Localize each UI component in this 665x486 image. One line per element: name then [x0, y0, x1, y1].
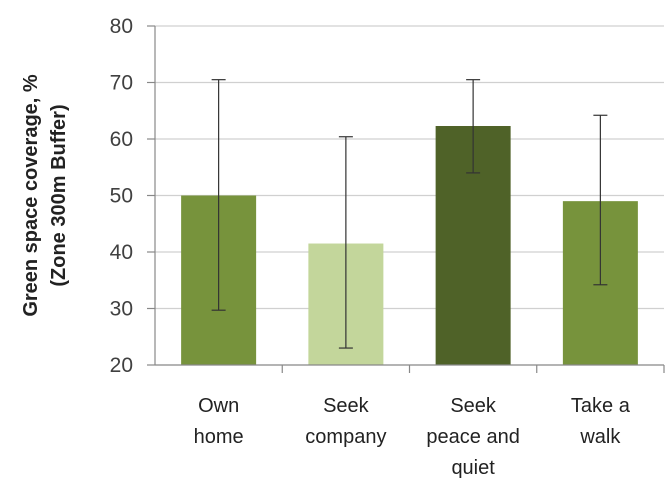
y-tick-label: 60	[110, 128, 133, 151]
category-label: home	[194, 426, 244, 448]
y-tick-label: 80	[110, 15, 133, 38]
category-label: peace and	[426, 426, 519, 448]
category-label: Seek	[450, 395, 497, 417]
category-label: company	[305, 426, 386, 448]
bars	[181, 126, 638, 365]
y-axis-title-line: Green space coverage, %	[20, 74, 42, 317]
y-tick-label: 30	[110, 298, 133, 321]
y-tick-label: 70	[110, 72, 133, 95]
category-label: Take a	[571, 395, 631, 417]
category-label: walk	[579, 426, 621, 448]
error-bars	[211, 79, 608, 349]
category-label: Own	[198, 395, 239, 417]
axes	[147, 25, 665, 373]
category-label: Seek	[323, 395, 370, 417]
y-tick-label: 50	[110, 185, 133, 208]
y-tick-label: 40	[110, 241, 133, 264]
y-tick-label: 20	[110, 354, 133, 377]
y-tick-labels: 20 30 40 50 60 70 80	[110, 15, 133, 377]
y-axis-title: Green space coverage, % (Zone 300m Buffer…	[20, 74, 70, 317]
y-axis-title-line: (Zone 300m Buffer)	[48, 104, 70, 286]
x-category-labels: Own home Seek company Seek peace and quiet Take…	[194, 395, 631, 479]
category-label: quiet	[451, 457, 495, 479]
